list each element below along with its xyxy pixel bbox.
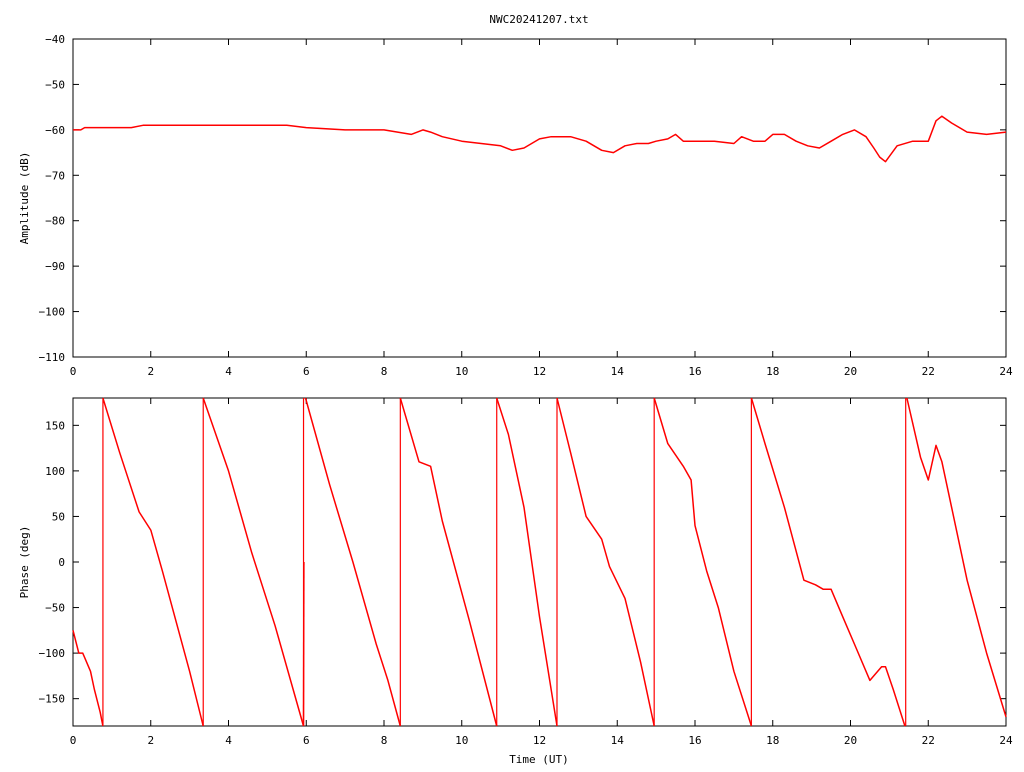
amplitude-y-tick-label: −60 — [45, 124, 65, 137]
amplitude-y-tick-label: −100 — [39, 306, 66, 319]
phase-series-line — [907, 398, 1006, 717]
amplitude-series-line — [73, 116, 1006, 162]
phase-y-tick-label: 0 — [58, 556, 65, 569]
amplitude-x-tick-label: 10 — [455, 365, 468, 378]
time-axis-label: Time (UT) — [509, 753, 569, 766]
phase-series-line — [306, 398, 401, 726]
amplitude-x-tick-label: 18 — [766, 365, 779, 378]
amplitude-x-tick-label: 0 — [70, 365, 77, 378]
phase-y-tick-label: −150 — [39, 693, 66, 706]
phase-series-line — [557, 398, 654, 726]
amplitude-x-tick-label: 2 — [147, 365, 154, 378]
amplitude-x-tick-label: 16 — [688, 365, 701, 378]
phase-plot-frame — [73, 398, 1006, 726]
amplitude-x-tick-label: 24 — [999, 365, 1013, 378]
phase-x-tick-label: 16 — [688, 734, 701, 747]
amplitude-x-tick-label: 6 — [303, 365, 310, 378]
amplitude-x-tick-label: 22 — [922, 365, 935, 378]
phase-x-tick-label: 12 — [533, 734, 546, 747]
chart-title: NWC20241207.txt — [489, 13, 588, 26]
phase-axis-label: Phase (deg) — [18, 526, 31, 599]
amplitude-x-tick-label: 20 — [844, 365, 857, 378]
phase-y-tick-label: 100 — [45, 465, 65, 478]
phase-series-line — [497, 398, 557, 726]
phase-x-tick-label: 8 — [381, 734, 388, 747]
amplitude-y-tick-label: −50 — [45, 78, 65, 91]
amplitude-y-tick-label: −110 — [39, 351, 66, 364]
phase-x-tick-label: 22 — [922, 734, 935, 747]
phase-x-tick-label: 18 — [766, 734, 779, 747]
phase-series-line — [654, 398, 751, 726]
phase-y-tick-label: −100 — [39, 647, 66, 660]
phase-x-tick-label: 2 — [147, 734, 154, 747]
amplitude-y-tick-label: −80 — [45, 215, 65, 228]
phase-x-tick-label: 24 — [999, 734, 1013, 747]
phase-series-line — [751, 398, 905, 726]
amplitude-x-tick-label: 14 — [611, 365, 625, 378]
phase-x-tick-label: 4 — [225, 734, 232, 747]
amplitude-y-tick-label: −40 — [45, 33, 65, 46]
amplitude-x-tick-label: 4 — [225, 365, 232, 378]
phase-series-line — [400, 398, 496, 726]
phase-x-tick-label: 6 — [303, 734, 310, 747]
phase-series-line — [203, 398, 303, 726]
amplitude-y-tick-label: −90 — [45, 260, 65, 273]
phase-x-tick-label: 14 — [611, 734, 625, 747]
amplitude-plot-frame — [73, 39, 1006, 357]
phase-series-line — [73, 630, 103, 726]
amplitude-axis-label: Amplitude (dB) — [18, 152, 31, 245]
amplitude-x-tick-label: 12 — [533, 365, 546, 378]
phase-x-tick-label: 20 — [844, 734, 857, 747]
amplitude-y-tick-label: −70 — [45, 169, 65, 182]
amplitude-x-tick-label: 8 — [381, 365, 388, 378]
phase-y-tick-label: −50 — [45, 602, 65, 615]
phase-x-tick-label: 0 — [70, 734, 77, 747]
phase-y-tick-label: 150 — [45, 419, 65, 432]
phase-series-line — [103, 398, 203, 726]
phase-y-tick-label: 50 — [52, 510, 65, 523]
phase-x-tick-label: 10 — [455, 734, 468, 747]
